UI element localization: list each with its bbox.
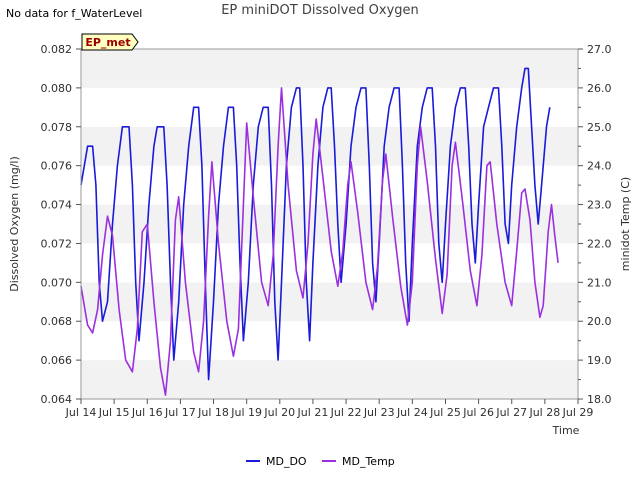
x-tick-label: Jul 26 — [462, 406, 494, 419]
grid-band — [81, 87, 578, 127]
grid-band — [81, 243, 578, 283]
y-tick-label: 0.066 — [41, 354, 73, 367]
x-tick-label: Jul 16 — [131, 406, 163, 419]
series-layer — [80, 67, 559, 396]
x-tick-label: Jul 22 — [330, 406, 362, 419]
legend-label-md-temp[interactable]: MD_Temp — [342, 455, 395, 468]
site-badge-label: EP_met — [85, 36, 130, 49]
x-tick-label: Jul 23 — [363, 406, 395, 419]
y-tick-label: 0.064 — [41, 393, 73, 406]
y2-tick-label: 25.0 — [587, 121, 612, 134]
x-axis-label: Time — [552, 424, 580, 437]
x-tick-label: Jul 14 — [65, 406, 97, 419]
y-tick-label: 0.078 — [41, 121, 73, 134]
x-tick-label: Jul 24 — [396, 406, 428, 419]
chart-title: EP miniDOT Dissolved Oxygen — [221, 3, 419, 18]
y-tick-label: 0.080 — [41, 82, 73, 95]
x-tick-label: Jul 19 — [230, 406, 262, 419]
grid-band — [81, 165, 578, 205]
y2-tick-label: 18.0 — [587, 393, 612, 406]
no-data-notice: No data for f_WaterLevel — [6, 7, 143, 20]
y-tick-label: 0.082 — [41, 43, 73, 56]
x-tick-label: Jul 27 — [495, 406, 527, 419]
y2-tick-label: 20.0 — [587, 315, 612, 328]
x-tick-label: Jul 28 — [528, 406, 560, 419]
grid-band — [81, 282, 578, 322]
y-tick-label: 0.070 — [41, 276, 73, 289]
x-axis-ticks: Jul 14 Jul 15 Jul 16 Jul 17 Jul 18 Jul 19 Jul … — [65, 399, 594, 419]
y2-tick-label: 23.0 — [587, 199, 612, 212]
grid-band — [81, 49, 578, 88]
x-tick-label: Jul 17 — [164, 406, 196, 419]
y2-axis-label: minidot Temp (C) — [619, 177, 632, 271]
y2-tick-label: 21.0 — [587, 276, 612, 289]
x-tick-label: Jul 25 — [429, 406, 461, 419]
series-line-md-temp — [80, 87, 559, 396]
x-tick-label: Jul 21 — [297, 406, 329, 419]
x-tick-label: Jul 29 — [562, 406, 594, 419]
y-tick-label: 0.074 — [41, 199, 73, 212]
legend: MD_DO MD_Temp — [246, 455, 395, 468]
x-tick-label: Jul 18 — [197, 406, 229, 419]
series-line-md-do — [80, 67, 551, 381]
grid-band — [81, 321, 578, 361]
grid-band — [81, 360, 578, 399]
y-tick-label: 0.072 — [41, 237, 73, 250]
y-tick-label: 0.076 — [41, 160, 73, 173]
grid-bands — [81, 49, 578, 399]
y-tick-label: 0.068 — [41, 315, 73, 328]
site-badge-shape — [81, 33, 139, 51]
legend-label-md-do[interactable]: MD_DO — [266, 455, 307, 468]
y2-tick-label: 26.0 — [587, 82, 612, 95]
y-axis-ticks: 0.064 0.066 0.068 0.070 0.072 0.074 0.076 0.078… — [41, 43, 81, 406]
y2-tick-label: 19.0 — [587, 354, 612, 367]
site-badge: EP_met — [81, 33, 139, 51]
y2-tick-label: 24.0 — [587, 160, 612, 173]
y2-tick-label: 22.0 — [587, 237, 612, 250]
y2-tick-label: 27.0 — [587, 43, 612, 56]
y2-axis-ticks: 18.0 19.0 20.0 21.0 22.0 23.0 24.0 25.0 26.0 27.0 — [578, 43, 612, 406]
x-tick-label: Jul 20 — [263, 406, 295, 419]
y-axis-label: Dissolved Oxygen (mg/l) — [8, 156, 21, 291]
x-tick-label: Jul 15 — [98, 406, 130, 419]
